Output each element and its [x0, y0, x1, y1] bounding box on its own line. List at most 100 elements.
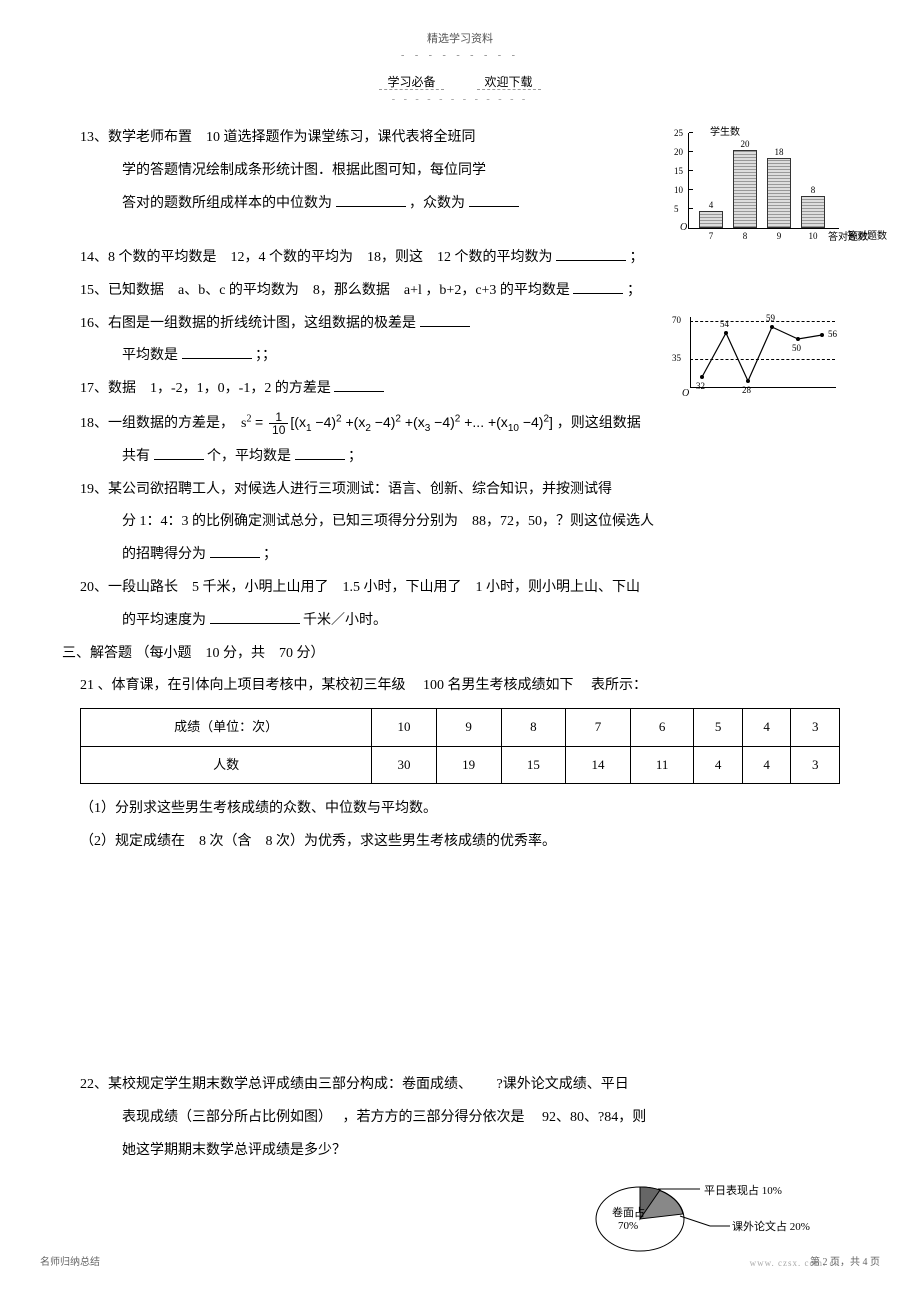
q13-line3: 答对的题数所组成样本的中位数为 ，众数为: [80, 189, 650, 220]
pie-chart: 卷面占 70% 平日表现占 10% 课外论文占 20% www. czsx. c…: [580, 1174, 840, 1264]
q13-l3a: 答对的题数所组成样本的中位数为: [122, 196, 332, 211]
blank: [420, 312, 470, 327]
table-cell: 4: [694, 746, 743, 784]
q14-num: 14、: [80, 250, 108, 265]
linechart-point-label: 56: [828, 329, 837, 339]
q14-text: 8 个数的平均数是 12，4 个数的平均为 18，则这 12 个数的平均数为: [108, 250, 553, 265]
q17-num: 17、: [80, 381, 108, 396]
table-cell: 11: [630, 746, 694, 784]
linechart-point-label: 50: [792, 343, 801, 353]
q17: 17、数据 1，-2，1，0，-1，2 的方差是: [80, 374, 660, 405]
q18-l2b: 个，平均数是: [207, 449, 291, 464]
table-cell: 4: [742, 709, 791, 747]
table-cell: 14: [566, 746, 631, 784]
bar-value: 20: [734, 139, 756, 149]
table-cell: 15: [501, 746, 566, 784]
ytick: 15: [674, 166, 683, 176]
q15-num: 15、: [80, 283, 108, 298]
table-cell: 9: [436, 709, 501, 747]
xtick: 7: [700, 231, 722, 241]
xtick: 10: [802, 231, 824, 241]
q19-l3: 的招聘得分为 ；: [80, 540, 840, 571]
q14: 14、8 个数的平均数是 12，4 个数的平均为 18，则这 12 个数的平均数…: [80, 243, 840, 274]
q21-sub2: （2）规定成绩在 8 次（含 8 次）为优秀，求这些男生考核成绩的优秀率。: [80, 827, 840, 858]
table-cell: 3: [791, 709, 840, 747]
table-cell: 8: [501, 709, 566, 747]
q22-l3: 她这学期期末数学总评成绩是多少？: [80, 1136, 840, 1167]
q16-t2a: 平均数是: [122, 348, 178, 363]
pie-right-label: 课外论文占 20%: [732, 1218, 810, 1234]
blank: [556, 246, 626, 261]
pie-top-label: 平日表现占 10%: [704, 1182, 782, 1198]
barchart-axis: 47208189810答对题数: [688, 133, 839, 229]
q20-l2: 的平均速度为 千米／小时。: [80, 606, 840, 637]
q18-l1: 18、一组数据的方差是， s2 = 110[(x1 −4)2 +(x2 −4)2…: [80, 407, 840, 440]
q22-l2: 表现成绩（三部分所占比例如图） ，若方方的三部分得分依次是 92、80、?84，…: [80, 1103, 840, 1134]
q15-text: 已知数据 a、b、c 的平均数为 8，那么数据 a+l ，b+2，c+3 的平均…: [108, 283, 570, 298]
q18-pre: 一组数据的方差是， s: [108, 416, 246, 431]
linechart-point-label: 32: [696, 381, 705, 391]
q15-tail: ；: [627, 283, 641, 298]
blank: [210, 543, 260, 558]
table-cell: 3: [791, 746, 840, 784]
q19-l3a: 的招聘得分为: [122, 547, 206, 562]
q18-l2c: ；: [348, 449, 362, 464]
linechart-ytop: 70: [672, 315, 681, 325]
bar-value: 18: [768, 147, 790, 157]
bar-chart: 学生数 47208189810答对题数 O 510152025 答对题数: [660, 123, 840, 243]
q15: 15、已知数据 a、b、c 的平均数为 8，那么数据 a+l ，b+2，c+3 …: [80, 276, 840, 307]
q13-num: 13、: [80, 130, 108, 145]
blank: [334, 377, 384, 392]
line-chart: 70 35 O 325428595056: [670, 313, 840, 403]
bar: 208: [733, 150, 757, 228]
q16-t2b: ；；: [255, 348, 276, 363]
blank: [469, 192, 519, 207]
blank: [154, 445, 204, 460]
table-cell: 7: [566, 709, 631, 747]
q19-num: 19、: [80, 482, 108, 497]
q21-sub1: （1）分别求这些男生考核成绩的众数、中位数与平均数。: [80, 794, 840, 825]
table-cell: 30: [372, 746, 437, 784]
q20-num: 20、: [80, 580, 108, 595]
q21-t1: 体育课，在引体向上项目考核中，某校初三年级 100 名男生考核成绩如下 表所示：: [112, 678, 648, 693]
linechart-origin: O: [682, 388, 689, 399]
q22-l1: 22、某校规定学生期末数学总评成绩由三部分构成：卷面成绩、 ?课外论文成绩、平日: [80, 1070, 840, 1101]
q16-num: 16、: [80, 316, 108, 331]
linechart-svg: [690, 317, 835, 387]
table-header: 成绩（单位：次）: [81, 709, 372, 747]
header-left: 学习必备: [379, 75, 443, 90]
table-cell: 19: [436, 746, 501, 784]
blank: [295, 445, 345, 460]
q13-line2: 学的答题情况绘制成条形统计图．根据此图可知，每位同学: [80, 156, 650, 187]
q20-t1: 一段山路长 5 千米，小明上山用了 1.5 小时，下山用了 1 小时，则小明上山…: [108, 580, 640, 595]
q19-l2: 分 1：4：3 的比例确定测试总分，已知三项得分分别为 88，72，50，？则这…: [80, 507, 840, 538]
pie-inside-label: 卷面占: [612, 1204, 645, 1220]
footer-left: 名师归纳总结: [40, 1253, 100, 1268]
blank: [336, 192, 406, 207]
q13-line1: 13、数学老师布置 10 道选择题作为课堂练习，课代表将全班同: [80, 123, 650, 154]
q22-num: 22、: [80, 1077, 108, 1092]
q13-l3b: ，众数为: [409, 196, 465, 211]
q19-l3b: ；: [263, 547, 277, 562]
table-cell: 6: [630, 709, 694, 747]
ytick: 10: [674, 185, 683, 195]
q18-num: 18、: [80, 416, 108, 431]
section3: 三、解答题 （每小题 10 分，共 70 分）: [62, 639, 840, 670]
linechart-point-label: 59: [766, 313, 775, 323]
table-cell: 5: [694, 709, 743, 747]
q16-t1: 右图是一组数据的折线统计图，这组数据的极差是: [108, 316, 416, 331]
q21-num: 21 、: [80, 678, 112, 693]
header-top: 精选学习资料: [80, 30, 840, 46]
q16-l1: 16、右图是一组数据的折线统计图，这组数据的极差是: [80, 309, 660, 340]
q21-table: 成绩（单位：次）109876543 人数3019151411443: [80, 708, 840, 784]
q16-l2: 平均数是 ；；: [80, 341, 660, 372]
bar: 810: [801, 196, 825, 228]
bar: 47: [699, 211, 723, 228]
q14-tail: ；: [630, 250, 644, 265]
ytick: 5: [674, 204, 679, 214]
q18-formula: = 110[(x1 −4)2 +(x2 −4)2 +(x3 −4)2 +... …: [255, 414, 557, 430]
table-header: 人数: [81, 746, 372, 784]
footer-right: 第 2 页，共 4 页: [810, 1253, 880, 1268]
barchart-origin: O: [680, 222, 687, 233]
table-cell: 4: [742, 746, 791, 784]
